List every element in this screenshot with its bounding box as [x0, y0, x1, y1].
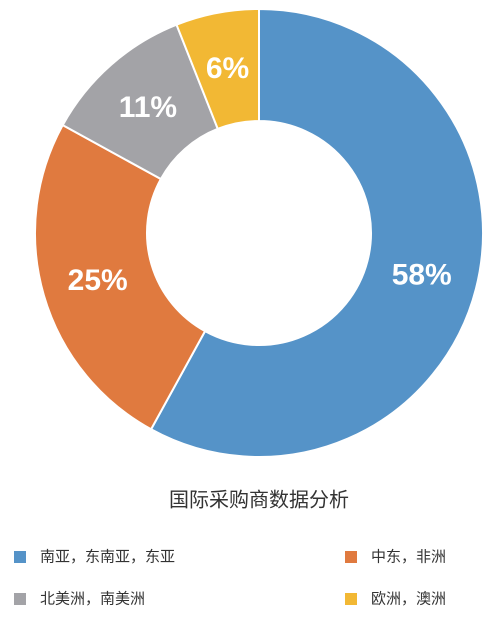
donut-slice	[149, 7, 484, 458]
legend-swatch	[345, 593, 357, 605]
value-label: 25%	[68, 264, 128, 297]
value-label: 11%	[119, 91, 177, 124]
legend-label: 南亚，东南亚，东亚	[40, 548, 175, 566]
legend-swatch	[14, 593, 26, 605]
chart-title: 国际采购商数据分析	[169, 488, 349, 512]
legend-swatch	[14, 551, 26, 563]
donut-slice	[34, 123, 207, 431]
value-label: 6%	[206, 52, 249, 85]
value-label: 58%	[392, 259, 452, 292]
legend-label: 北美洲，南美洲	[40, 590, 145, 608]
legend-label: 欧洲，澳洲	[371, 590, 446, 608]
legend-label: 中东，非洲	[371, 548, 446, 566]
legend-swatch	[345, 551, 357, 563]
donut-slice	[175, 7, 260, 131]
